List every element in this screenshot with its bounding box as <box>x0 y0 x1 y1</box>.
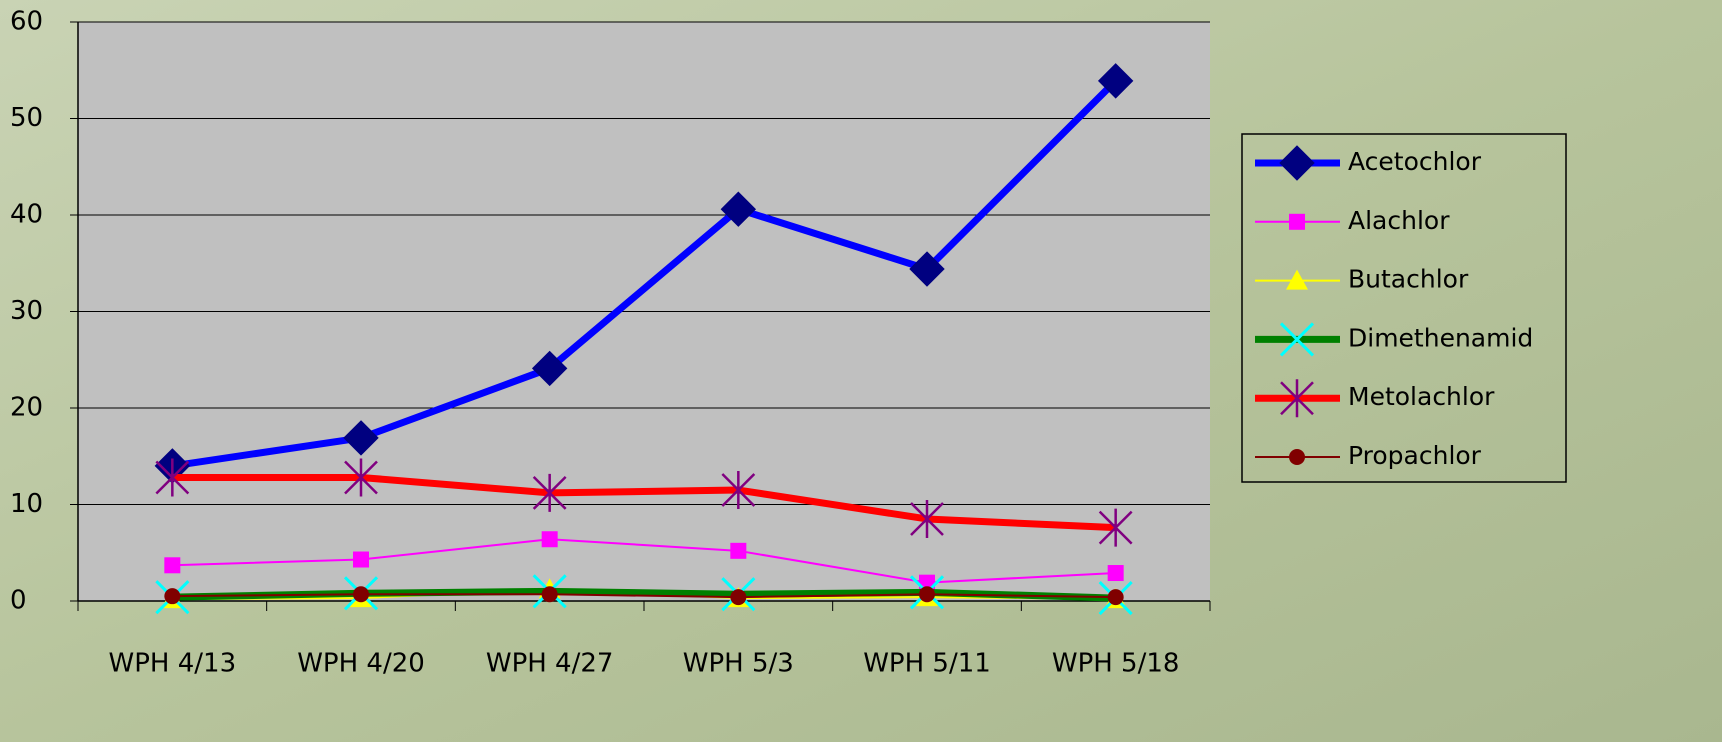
x-tick-label: WPH 4/20 <box>297 649 425 679</box>
y-tick-label: 0 <box>10 586 27 616</box>
data-point <box>532 473 567 512</box>
data-point <box>721 471 756 510</box>
data-point <box>910 499 944 538</box>
data-point <box>541 531 558 548</box>
data-point <box>353 551 369 568</box>
x-tick-label: WPH 4/27 <box>486 649 614 679</box>
legend-marker <box>1279 145 1315 181</box>
data-point <box>909 251 945 287</box>
data-point <box>730 589 747 606</box>
data-point <box>343 420 379 456</box>
legend-label: Acetochlor <box>1348 147 1482 176</box>
x-tick-label: WPH 4/13 <box>109 649 237 679</box>
data-point <box>344 458 378 497</box>
y-tick-label: 20 <box>10 393 43 423</box>
data-point <box>164 588 181 605</box>
legend-marker <box>1289 213 1305 230</box>
legend-label: Alachlor <box>1348 206 1450 235</box>
x-tick-label: WPH 5/11 <box>863 649 991 679</box>
data-point <box>1107 565 1124 582</box>
data-point <box>919 586 935 603</box>
y-tick-label: 60 <box>10 7 43 37</box>
legend-label: Metolachlor <box>1348 382 1495 411</box>
legend-label: Dimethenamid <box>1348 323 1533 352</box>
legend-label: Propachlor <box>1348 441 1482 470</box>
data-point <box>730 542 747 559</box>
series-line <box>172 473 1116 532</box>
data-point <box>1097 63 1134 99</box>
data-point <box>531 350 568 387</box>
y-tick-label: 10 <box>10 489 43 519</box>
data-point <box>1107 589 1124 606</box>
series-line <box>172 593 1116 599</box>
legend-box <box>1241 133 1567 483</box>
legend-marker <box>1286 269 1308 290</box>
legend-marker <box>1280 379 1314 418</box>
series-line <box>172 538 1116 584</box>
data-point <box>164 557 181 574</box>
data-point <box>353 586 369 603</box>
data-point <box>720 191 757 227</box>
x-tick-label: WPH 5/3 <box>683 649 794 679</box>
data-point <box>155 458 190 497</box>
x-tick-label: WPH 5/18 <box>1052 649 1180 679</box>
data-point <box>1098 508 1133 547</box>
legend-label: Butachlor <box>1348 265 1469 294</box>
y-tick-label: 50 <box>10 103 43 133</box>
data-point <box>541 586 558 603</box>
y-tick-label: 40 <box>10 200 43 230</box>
y-tick-label: 30 <box>10 296 43 326</box>
legend-marker <box>1279 322 1315 357</box>
legend-marker <box>1289 449 1305 465</box>
series-line <box>171 78 1119 470</box>
